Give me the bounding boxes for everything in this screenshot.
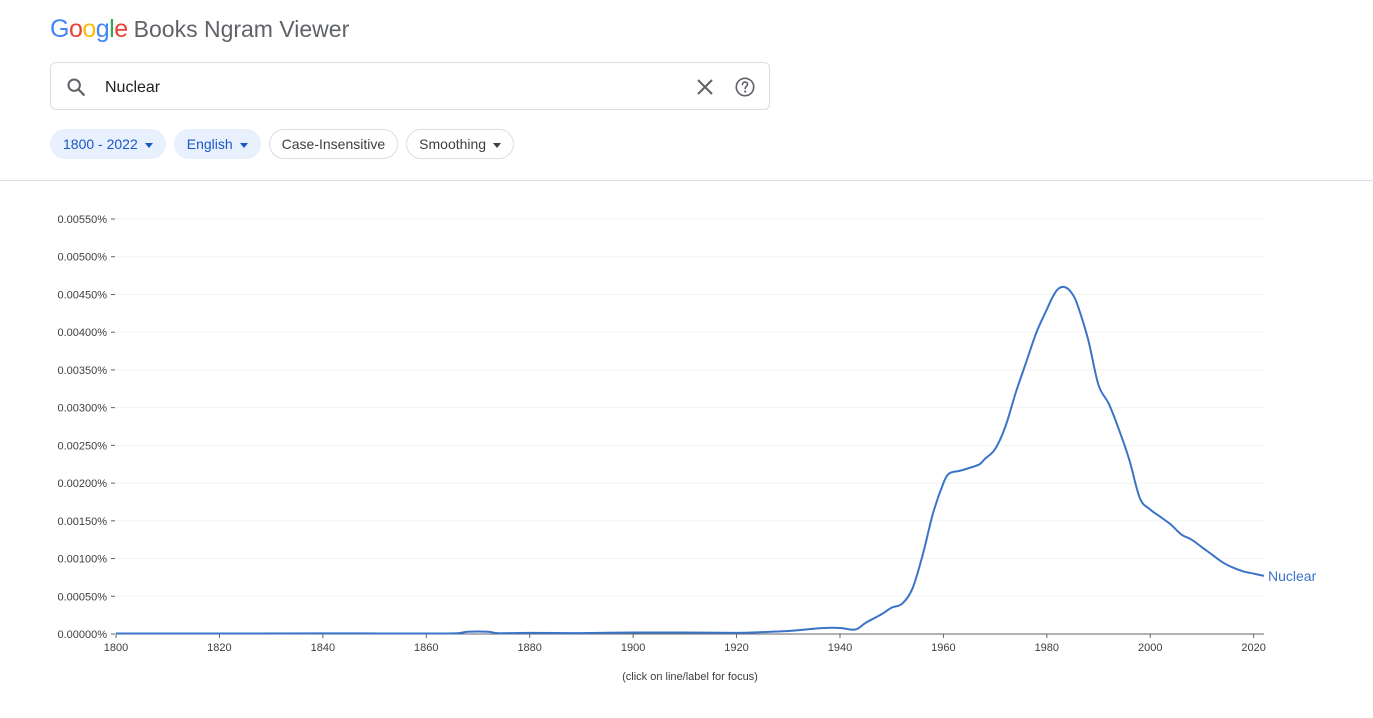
search-box[interactable] [50,62,770,110]
x-tick-label: 1980 [1035,642,1059,654]
logo-letter: g [95,14,110,43]
case-insensitive-toggle[interactable]: Case-Insensitive [268,129,399,159]
filter-chips: 1800 - 2022 English Case-Insensitive Smo… [50,129,515,159]
x-tick-label: 1880 [517,642,541,654]
chart-footer-note: (click on line/label for focus) [622,671,758,683]
y-tick-label: 0.00050% [57,591,107,603]
logo-letter: o [82,14,96,43]
y-tick-label: 0.00450% [57,289,107,301]
logo-letter: l [109,14,115,43]
y-tick-label: 0.00500% [57,252,107,264]
close-icon[interactable] [695,77,715,97]
y-tick-label: 0.00000% [57,629,107,641]
caret-down-icon [239,142,248,148]
app-title: Books Ngram Viewer [133,15,350,42]
corpus-dropdown[interactable]: English [173,129,261,159]
google-logo[interactable]: Google [50,15,128,44]
y-tick-label: 0.00400% [57,327,107,339]
year-range-label: 1800 - 2022 [63,136,138,152]
x-tick-label: 1940 [828,642,852,654]
series-label-nuclear[interactable]: Nuclear [1268,568,1317,584]
y-tick-label: 0.00150% [57,516,107,528]
ngram-chart: 0.00000% 0.00050% 0.00100% 0.00150% 0.00200%… [57,214,1317,683]
x-tick-label: 2000 [1138,642,1162,654]
x-tick-label: 1840 [311,642,335,654]
caret-down-icon [493,142,502,148]
search-input[interactable] [103,75,667,101]
x-tick-label: 1860 [414,642,438,654]
header: Google Books Ngram Viewer [50,14,349,44]
case-insensitive-label: Case-Insensitive [281,136,386,152]
y-tick-label: 0.00200% [57,478,107,490]
y-tick-label: 0.00250% [57,440,107,452]
grid-lines [116,218,1264,597]
x-tick-label: 1820 [207,642,231,654]
x-tick-label: 1900 [621,642,645,654]
x-tick-label: 1960 [931,642,955,654]
y-tick-label: 0.00100% [57,554,107,566]
logo-letter: o [68,14,83,43]
x-tick-label: 1920 [724,642,748,654]
x-axis: 1800 1820 1840 1860 1880 1900 1920 1940 1960 1980… [104,633,1266,654]
year-range-dropdown[interactable]: 1800 - 2022 [50,129,166,159]
search-icon[interactable] [65,76,87,98]
corpus-label: English [186,136,233,152]
y-tick-label: 0.00300% [57,403,107,415]
logo-letter: e [114,14,128,43]
y-tick-label: 0.00550% [57,214,107,226]
x-tick-label: 1800 [104,642,128,654]
help-icon[interactable] [734,76,756,98]
caret-down-icon [144,142,153,148]
logo-letter: G [50,14,69,43]
series-line-nuclear[interactable] [116,285,1265,635]
y-axis: 0.00000% 0.00050% 0.00100% 0.00150% 0.00200%… [57,214,115,641]
y-tick-label: 0.00350% [57,365,107,377]
smoothing-label: Smoothing [419,136,487,152]
smoothing-dropdown[interactable]: Smoothing [406,129,515,159]
x-tick-label: 2020 [1241,642,1265,654]
header-divider [0,180,1373,181]
series-layer[interactable]: Nuclear [116,285,1317,635]
